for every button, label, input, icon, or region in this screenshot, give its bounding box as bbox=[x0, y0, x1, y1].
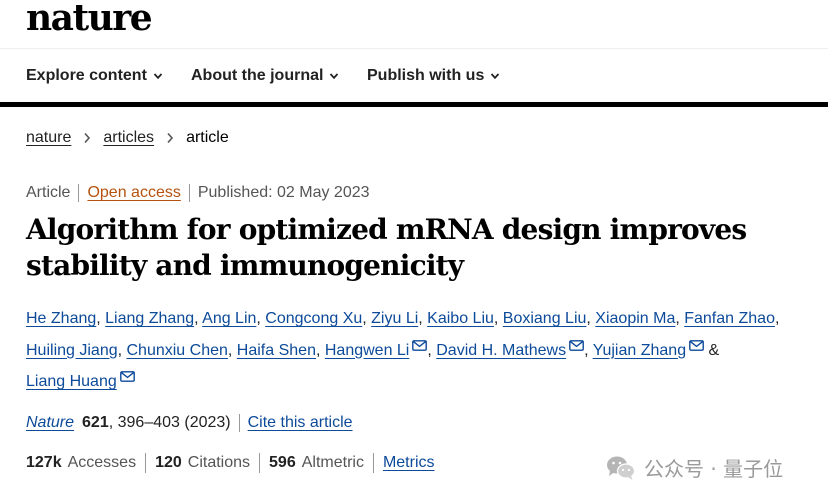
accesses-label: Accesses bbox=[67, 454, 137, 471]
watermark: 公众号 · 量子位 bbox=[606, 453, 783, 482]
nav-label: Publish with us bbox=[367, 67, 485, 84]
nav-publish-with-us[interactable]: Publish with us bbox=[367, 67, 500, 85]
main-nav: Explore content About the journal Publis… bbox=[0, 50, 828, 102]
author-link[interactable]: Chunxiu Chen bbox=[126, 341, 228, 359]
author-link[interactable]: Yujian Zhang bbox=[592, 341, 687, 359]
citations-label: Citations bbox=[187, 454, 251, 471]
open-access-link[interactable]: Open access bbox=[87, 184, 181, 201]
author-link[interactable]: Kaibo Liu bbox=[427, 310, 494, 327]
author-link[interactable]: Huiling Jiang bbox=[26, 341, 118, 359]
pages-year: , 396–403 (2023) bbox=[108, 414, 231, 431]
metrics-divider bbox=[372, 453, 374, 473]
author-link[interactable]: He Zhang bbox=[26, 310, 97, 327]
citation-divider bbox=[238, 414, 240, 432]
nav-explore-content[interactable]: Explore content bbox=[26, 67, 163, 85]
chevron-down-icon bbox=[330, 73, 339, 80]
nav-label: About the journal bbox=[191, 67, 324, 84]
article-title: Algorithm for optimized mRNA design impr… bbox=[26, 213, 747, 282]
citations-count: 120 bbox=[155, 454, 182, 471]
metrics-link[interactable]: Metrics bbox=[382, 454, 435, 471]
author-link[interactable]: Liang Zhang bbox=[105, 310, 195, 327]
author-link[interactable]: Congcong Xu bbox=[265, 310, 363, 327]
chevron-down-icon bbox=[491, 73, 500, 80]
journal-link[interactable]: Nature bbox=[26, 414, 75, 431]
author-link[interactable]: Ziyu Li bbox=[371, 310, 419, 327]
author-link[interactable]: Liang Huang bbox=[26, 373, 117, 390]
meta-divider bbox=[78, 184, 80, 202]
cite-this-article-link[interactable]: Cite this article bbox=[247, 414, 353, 431]
nav-label: Explore content bbox=[26, 67, 147, 84]
author-link[interactable]: Ang Lin bbox=[202, 310, 257, 327]
breadcrumb: nature articles article bbox=[26, 129, 229, 147]
accesses-count: 127k bbox=[26, 454, 62, 471]
author-link[interactable]: Boxiang Liu bbox=[502, 310, 587, 327]
breadcrumb-nature[interactable]: nature bbox=[26, 129, 72, 146]
breadcrumb-articles[interactable]: articles bbox=[103, 129, 155, 146]
article-metrics: 127k Accesses 120 Citations 596 Altmetri… bbox=[26, 453, 435, 473]
author-link[interactable]: Haifa Shen bbox=[236, 341, 316, 359]
article-type: Article bbox=[26, 184, 71, 201]
author-link[interactable]: Hangwen Li bbox=[324, 341, 410, 359]
meta-divider bbox=[188, 184, 190, 202]
metrics-divider bbox=[145, 453, 147, 473]
authors-ampersand: & bbox=[708, 341, 720, 359]
mail-icon[interactable] bbox=[689, 339, 704, 351]
chevron-right-icon bbox=[167, 132, 174, 144]
nav-divider bbox=[0, 102, 828, 107]
mail-icon[interactable] bbox=[119, 371, 135, 382]
altmetric-score: 596 bbox=[269, 454, 296, 471]
author-list: He Zhang, Liang Zhang, Ang Lin, Congcong… bbox=[26, 310, 780, 390]
article-meta: Article Open access Published: 02 May 20… bbox=[26, 184, 370, 202]
site-header: nature bbox=[0, 0, 828, 49]
altmetric-label: Altmetric bbox=[301, 454, 364, 471]
chevron-right-icon bbox=[84, 132, 91, 144]
nav-about-the-journal[interactable]: About the journal bbox=[191, 67, 339, 85]
author-link[interactable]: Fanfan Zhao bbox=[684, 310, 775, 327]
author-link[interactable]: Xiaopin Ma bbox=[595, 310, 676, 327]
citation-line: Nature 621 , 396–403 (2023) Cite this ar… bbox=[26, 414, 353, 432]
metrics-divider bbox=[259, 453, 261, 473]
author-link[interactable]: David H. Mathews bbox=[436, 341, 567, 359]
volume: 621 bbox=[82, 414, 109, 431]
watermark-text: 公众号 · 量子位 bbox=[644, 457, 784, 481]
mail-icon[interactable] bbox=[569, 339, 584, 351]
wechat-icon bbox=[607, 456, 636, 480]
nature-logo[interactable]: nature bbox=[26, 0, 153, 39]
chevron-down-icon bbox=[153, 73, 163, 80]
published-date: Published: 02 May 2023 bbox=[197, 184, 370, 201]
breadcrumb-current: article bbox=[186, 129, 229, 146]
mail-icon[interactable] bbox=[412, 339, 428, 351]
